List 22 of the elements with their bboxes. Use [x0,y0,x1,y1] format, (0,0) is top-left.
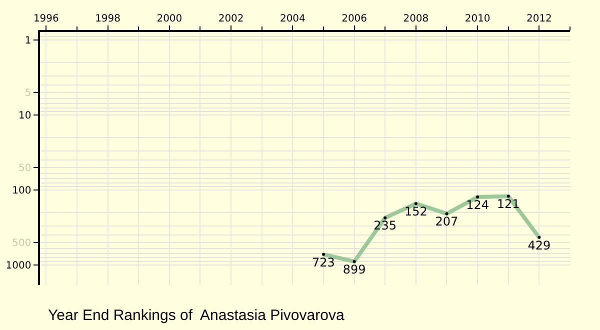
data-label: 429 [528,238,551,252]
x-tick-label: 2006 [342,13,368,24]
x-tick-label: 2012 [526,13,552,24]
data-label: 723 [312,255,335,270]
y-tick-label: 1000 [6,260,32,272]
y-tick-label: 10 [18,110,32,122]
x-tick-label: 2008 [403,13,429,24]
x-tick-label: 1996 [33,13,59,24]
x-tick-label: 2010 [464,13,490,24]
data-label: 121 [496,197,520,212]
x-tick-label: 2000 [156,13,182,24]
text: Year End Rankings of Anastasia Pivovarova [48,307,345,324]
data-label: 124 [466,198,490,212]
data-label: 207 [435,214,458,229]
x-tick-label: 2004 [280,13,306,24]
data-label: 899 [342,262,366,276]
x-tick-label: 1998 [95,13,121,24]
y-tick-label: 100 [12,186,32,197]
y-tick-label: 1 [24,36,32,47]
data-label: 152 [404,204,428,219]
x-tick-label: 2002 [218,13,244,24]
data-label: 235 [374,218,397,233]
